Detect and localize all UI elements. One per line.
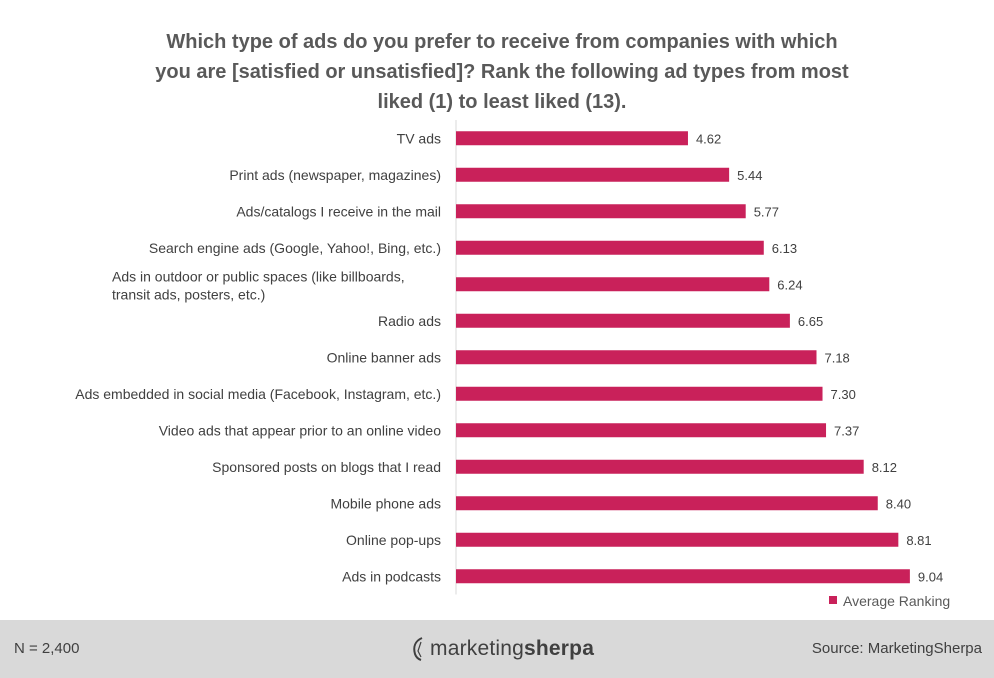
bar	[456, 204, 746, 219]
category-label: Ads/catalogs I receive in the mail	[236, 203, 441, 219]
value-label: 6.24	[777, 277, 802, 292]
value-label: 7.18	[824, 350, 849, 365]
bar	[456, 569, 910, 584]
category-label: transit ads, posters, etc.)	[112, 286, 265, 302]
bar	[456, 167, 730, 182]
chart-title-line: Which type of ads do you prefer to recei…	[166, 31, 837, 53]
value-label: 5.44	[737, 168, 762, 183]
value-label: 8.81	[906, 533, 931, 548]
category-label: Online banner ads	[327, 349, 441, 365]
legend-swatch	[829, 596, 837, 604]
category-label: Mobile phone ads	[330, 495, 441, 511]
value-label: 6.13	[772, 241, 797, 256]
value-label: 7.37	[834, 423, 859, 438]
compass-icon	[413, 637, 423, 661]
value-label: 7.30	[831, 387, 856, 402]
chart: Which type of ads do you prefer to recei…	[75, 31, 950, 609]
sample-size: N = 2,400	[14, 640, 80, 657]
value-labels: 4.62 5.44 5.77 6.13 6.24 6.65 7.18 7.30 7.37 8.12…	[696, 131, 943, 584]
category-label: Sponsored posts on blogs that I read	[212, 459, 441, 475]
bar	[456, 423, 827, 438]
bars	[456, 131, 910, 584]
value-label: 5.77	[754, 204, 779, 219]
footer-bar: N = 2,400 marketing sherpa Source: Market…	[0, 620, 994, 678]
value-label: 8.40	[886, 496, 911, 511]
category-label: Online pop-ups	[346, 532, 441, 548]
chart-title: Which type of ads do you prefer to recei…	[155, 31, 849, 113]
bar	[456, 277, 770, 292]
brand-logo: marketing sherpa	[412, 634, 594, 664]
source-note: Source: MarketingSherpa	[811, 640, 982, 657]
category-label: Ads in outdoor or public spaces (like bi…	[112, 268, 405, 284]
bar	[456, 240, 764, 255]
category-label: Print ads (newspaper, magazines)	[229, 167, 441, 183]
bar	[456, 496, 878, 511]
category-label: Search engine ads (Google, Yahoo!, Bing,…	[149, 240, 441, 256]
chart-title-line: you are [satisfied or unsatisfied]? Rank…	[155, 61, 849, 83]
bar	[456, 532, 899, 547]
category-label: Video ads that appear prior to an online…	[159, 422, 441, 438]
bar	[456, 350, 817, 365]
logo-text-bold: sherpa	[524, 637, 595, 660]
bar	[456, 459, 864, 474]
bar	[456, 131, 688, 146]
legend-label: Average Ranking	[843, 593, 950, 609]
value-label: 9.04	[918, 569, 943, 584]
logo-text-light: marketing	[430, 637, 525, 660]
category-label: TV ads	[397, 130, 441, 146]
bar	[456, 386, 823, 401]
value-label: 6.65	[798, 314, 823, 329]
value-label: 4.62	[696, 131, 721, 146]
value-label: 8.12	[872, 460, 897, 475]
chart-title-line: liked (1) to least liked (13).	[378, 91, 627, 113]
legend: Average Ranking	[829, 593, 950, 609]
category-label: Ads embedded in social media (Facebook, …	[75, 386, 441, 402]
bar	[456, 313, 790, 328]
category-labels: TV ads Print ads (newspaper, magazines) Ad…	[75, 130, 441, 584]
category-label: Ads in podcasts	[342, 568, 441, 584]
category-label: Radio ads	[378, 313, 441, 329]
